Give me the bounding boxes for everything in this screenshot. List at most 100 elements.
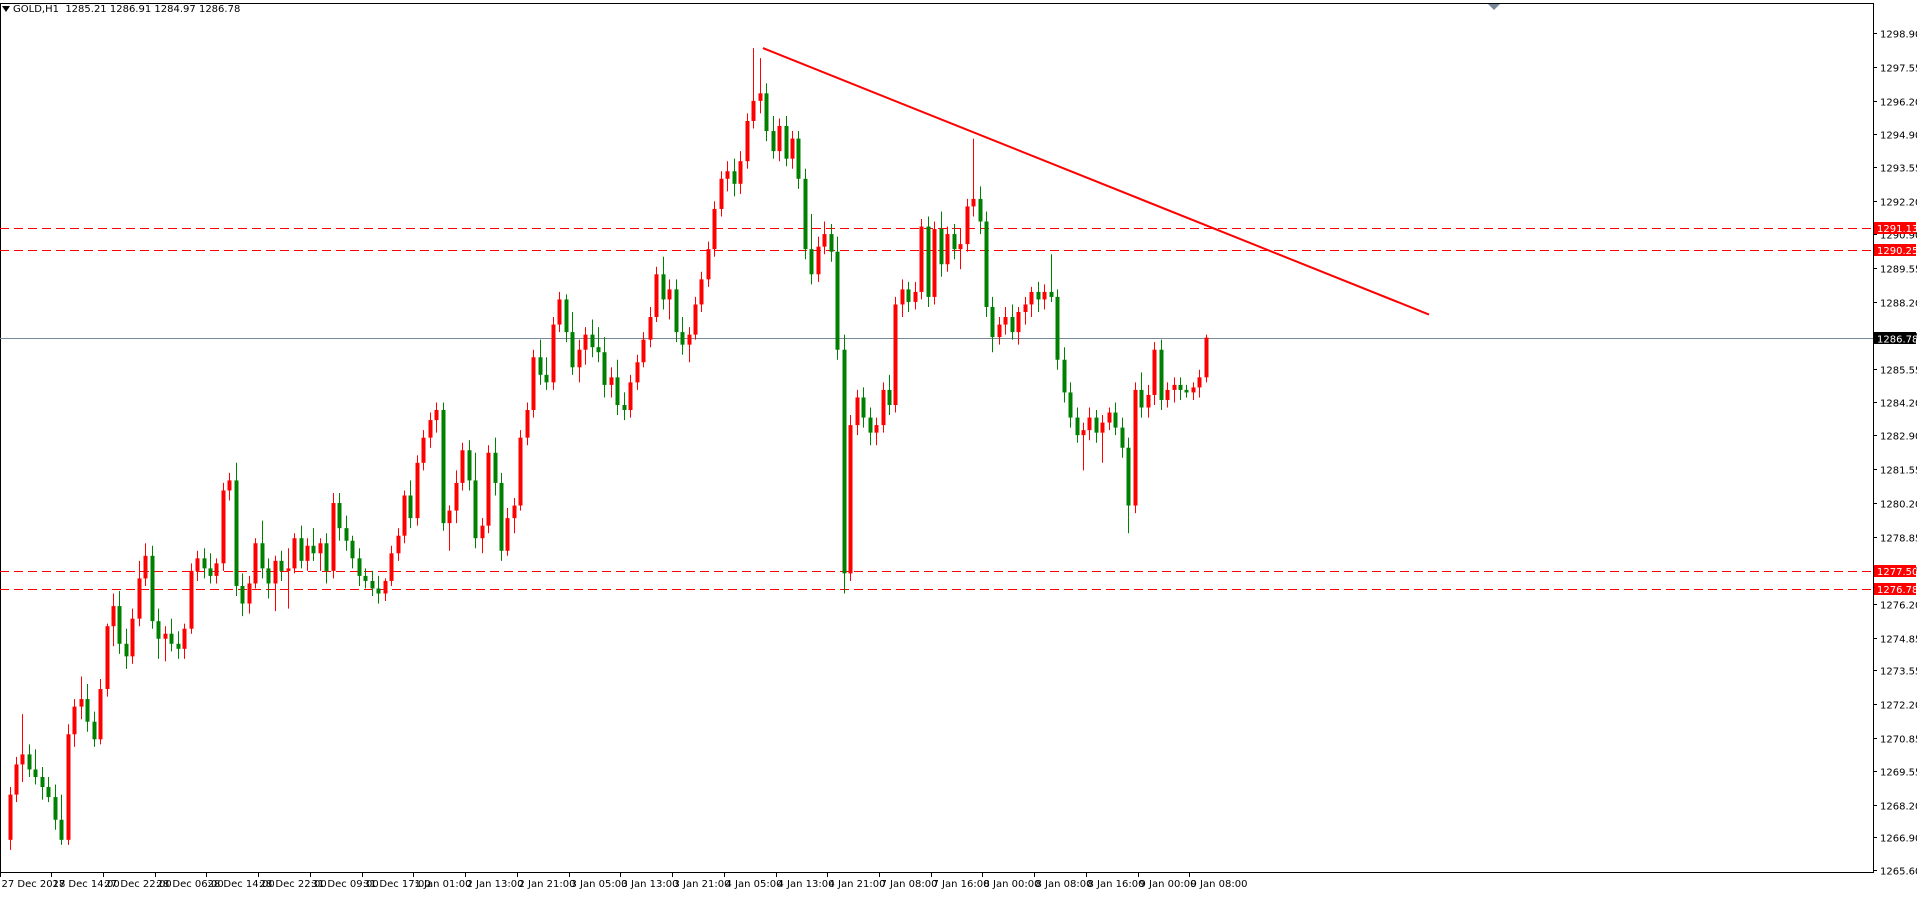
bullish-candle-body [893,304,898,405]
bullish-candle-body [253,543,258,584]
bullish-candle-body [687,334,692,345]
collapse-triangle-icon[interactable] [2,6,10,12]
bearish-candle-body [493,452,498,483]
level-price-tag-label: 1276.78 [1877,585,1917,596]
bullish-candle-body [900,289,905,305]
symbol-name: GOLD,H1 [13,4,59,15]
bullish-candle-body [745,120,750,162]
y-axis-tick-label: 1290.90 [1880,231,1917,242]
bearish-candle-body [1094,417,1099,433]
bearish-candle-body [622,405,627,411]
bearish-candle-body [350,540,355,559]
bullish-candle-body [641,339,646,363]
y-axis-tick-label: 1274.85 [1880,635,1917,646]
bullish-candle-body [1081,430,1086,436]
x-axis-tick-label: 1 Jan 01:00 [415,879,472,890]
bullish-candle-body [1133,389,1138,506]
bullish-candle-body [874,425,879,433]
bullish-candle-body [738,161,743,184]
y-axis-tick-label: 1266.90 [1880,834,1917,845]
y-axis-tick-label: 1285.55 [1880,366,1917,377]
bullish-candle-body [932,229,937,297]
bullish-candle-body [79,699,84,707]
bullish-candle-body [1172,384,1177,390]
bearish-candle-body [764,93,769,132]
bullish-candle-body [383,580,388,594]
bullish-candle-body [66,734,71,840]
bearish-candle-body [570,332,575,368]
y-axis-tick-label: 1297.55 [1880,64,1917,75]
bearish-candle-body [176,643,181,649]
y-axis-tick-label: 1269.55 [1880,768,1917,779]
bullish-candle-body [654,274,659,318]
x-axis-tick-label: 28 Dec 06:00 [157,879,224,890]
bearish-candle-body [208,568,213,576]
bullish-candle-body [486,452,491,526]
bearish-candle-body [1062,359,1067,393]
bearish-candle-body [796,138,801,179]
bullish-candle-body [1016,312,1021,333]
bearish-candle-body [441,410,446,524]
bearish-candle-body [829,234,834,252]
bearish-candle-body [906,289,911,302]
bearish-candle-body [53,797,58,820]
y-axis-tick-label: 1282.90 [1880,432,1917,443]
level-price-tag [1874,565,1916,577]
bearish-candle-body [596,347,601,353]
bullish-candle-body [577,349,582,368]
bullish-candle-body [396,535,401,554]
bearish-candle-body [467,450,472,481]
level-price-tag [1874,244,1916,256]
bearish-candle-body [169,633,174,644]
x-axis-tick-label: 27 Dec 22:00 [105,879,172,890]
bullish-candle-body [1204,337,1209,378]
bullish-candle-body [189,570,194,629]
bullish-candle-body [1003,317,1008,325]
bearish-candle-body [952,234,957,250]
bearish-candle-body [473,480,478,539]
bullish-candle-body [1107,412,1112,423]
bearish-candle-body [926,226,931,297]
bullish-candle-body [434,410,439,421]
bearish-candle-body [1010,317,1015,333]
y-axis-tick-label: 1292.20 [1880,198,1917,209]
current-price-tag-label: 1286.78 [1877,335,1917,346]
bullish-candle-body [913,291,918,302]
bearish-candle-body [234,480,239,586]
bullish-candle-body [447,510,452,524]
bearish-candle-body [984,221,989,307]
x-axis-tick-label: 2 Jan 13:00 [467,879,524,890]
bullish-candle-body [480,525,485,539]
bullish-candle-body [997,324,1002,338]
bullish-candle-body [965,206,970,245]
bullish-candle-body [20,754,25,765]
bullish-candle-body [551,324,556,383]
bullish-candle-body [111,606,116,627]
y-axis-tick-label: 1293.55 [1880,164,1917,175]
bullish-candle-body [945,234,950,265]
bullish-candle-body [751,100,756,121]
bullish-candle-body [214,563,219,576]
x-axis-tick-label: 27 Dec 2018 [2,879,66,890]
x-axis-tick-label: 7 Jan 16:00 [933,879,990,890]
bearish-candle-body [202,558,207,569]
bearish-candle-body [92,721,97,740]
x-axis-tick-label: 8 Jan 08:00 [1036,879,1093,890]
bullish-candle-body [331,503,336,571]
bearish-candle-body [939,229,944,265]
x-axis-tick-label: 8 Jan 16:00 [1088,879,1145,890]
bullish-candle-body [667,289,672,300]
bullish-candle-body [531,357,536,411]
x-axis-tick-label: 3 Jan 05:00 [571,879,628,890]
bearish-candle-body [1036,291,1041,300]
x-axis-tick-label: 2 Jan 21:00 [519,879,576,890]
bearish-candle-body [544,374,549,383]
bullish-candle-body [958,244,963,250]
y-axis-tick-label: 1273.55 [1880,667,1917,678]
bearish-candle-body [868,417,873,433]
bullish-candle-body [221,490,226,564]
y-axis-tick-label: 1265.60 [1880,867,1917,878]
bullish-candle-body [163,633,168,639]
y-axis-tick-label: 1284.20 [1880,399,1917,410]
